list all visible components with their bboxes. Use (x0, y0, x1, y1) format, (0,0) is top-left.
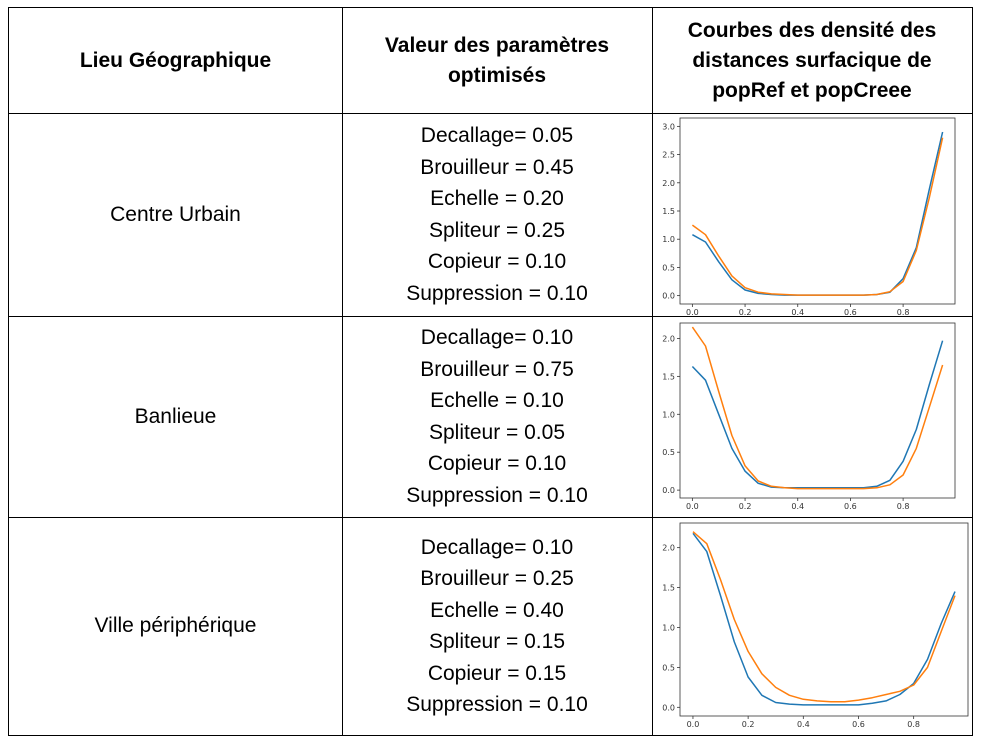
header-curves-line1: Courbes des densité des (687, 18, 937, 42)
row-divider (9, 113, 972, 114)
x-tick-label: 0.6 (844, 308, 857, 317)
param-copieur: Copieur = 0.15 (427, 661, 567, 685)
y-tick-label: 0.5 (662, 663, 675, 672)
y-tick-label: 0.0 (662, 703, 675, 712)
param-suppression: Suppression = 0.10 (406, 483, 588, 507)
y-tick-label: 1.5 (662, 584, 675, 593)
x-tick-label: 0.2 (739, 502, 752, 511)
y-tick-label: 0.0 (662, 292, 675, 301)
row-params: Decallage= 0.05 Brouilleur = 0.45 Echell… (342, 113, 652, 316)
y-tick-label: 1.5 (662, 207, 675, 216)
location-label: Ville périphérique (94, 614, 257, 637)
param-brouilleur: Brouilleur = 0.45 (420, 155, 574, 179)
header-params-line2: optimisés (447, 63, 546, 87)
y-tick-label: 1.0 (662, 410, 675, 419)
plot-frame (679, 117, 956, 305)
x-tick-label: 0.8 (897, 502, 910, 511)
y-tick-label: 3.0 (662, 122, 675, 131)
header-params-line1: Valeur des paramètres (384, 33, 610, 57)
y-tick-label: 1.0 (662, 623, 675, 632)
x-tick-label: 0.2 (739, 308, 752, 317)
series-line-2 (691, 137, 944, 296)
param-copieur: Copieur = 0.10 (427, 250, 567, 273)
x-tick-label: 0.0 (686, 502, 699, 511)
x-tick-label: 0.4 (797, 720, 810, 729)
param-decallage: Decallage= 0.10 (420, 535, 574, 559)
y-tick-label: 0.5 (662, 263, 675, 272)
x-tick-label: 0.8 (897, 308, 910, 317)
param-echelle: Echelle = 0.40 (430, 598, 564, 622)
column-divider (342, 8, 343, 735)
param-echelle: Echelle = 0.10 (430, 389, 564, 412)
x-tick-label: 0.8 (907, 720, 920, 729)
y-tick-label: 1.5 (662, 372, 675, 381)
header-params: Valeur des paramètres optimisés (342, 8, 652, 113)
x-tick-label: 0.0 (686, 308, 699, 317)
param-spliteur: Spliteur = 0.05 (428, 420, 565, 444)
param-decallage: Decallage= 0.05 (420, 124, 574, 147)
location-label: Centre Urbain (110, 202, 241, 226)
density-curves-chart-centre-urbain: 0.0 0.2 0.4 0.6 0.8 0.0 0.5 1.0 1.5 2.0 2.5 3.0 (662, 117, 956, 317)
x-tick-label: 0.4 (791, 502, 804, 511)
param-brouilleur: Brouilleur = 0.75 (420, 357, 574, 381)
series-line-2 (692, 531, 956, 703)
row-location: Centre Urbain (9, 113, 342, 316)
param-echelle: Echelle = 0.20 (430, 187, 564, 210)
row-divider (9, 517, 972, 518)
plot-frame (679, 522, 969, 717)
row-location: Ville périphérique (9, 517, 342, 735)
header-curves-line3: popRef et popCreee (712, 78, 912, 102)
header-location: Lieu Géographique (9, 8, 342, 113)
y-tick-label: 0.5 (662, 448, 675, 457)
series-line-1 (691, 340, 944, 489)
header-curves-line2: distances surfacique de (692, 48, 932, 72)
y-tick-label: 2.0 (662, 334, 675, 343)
x-tick-label: 0.6 (852, 720, 865, 729)
column-divider (652, 8, 653, 735)
results-table: Lieu Géographique Valeur des paramètres … (8, 7, 973, 736)
y-tick-label: 0.0 (662, 486, 675, 495)
param-decallage: Decallage= 0.10 (420, 326, 574, 349)
param-suppression: Suppression = 0.10 (406, 281, 588, 305)
y-tick-label: 2.5 (662, 151, 675, 160)
x-tick-label: 0.0 (687, 720, 700, 729)
param-copieur: Copieur = 0.10 (427, 452, 567, 475)
x-tick-label: 0.6 (844, 502, 857, 511)
plot-frame (679, 322, 956, 499)
param-suppression: Suppression = 0.10 (406, 693, 588, 716)
y-tick-label: 1.0 (662, 235, 675, 244)
header-location-label: Lieu Géographique (79, 48, 272, 72)
row-location: Banlieue (9, 316, 342, 517)
location-label: Banlieue (134, 404, 217, 428)
param-spliteur: Spliteur = 0.25 (428, 218, 565, 242)
row-params: Decallage= 0.10 Brouilleur = 0.75 Echell… (342, 316, 652, 517)
y-tick-label: 2.0 (662, 179, 675, 188)
row-divider (9, 316, 972, 317)
row-params: Decallage= 0.10 Brouilleur = 0.25 Echell… (342, 517, 652, 735)
x-tick-label: 0.4 (791, 308, 804, 317)
y-tick-label: 2.0 (662, 544, 675, 553)
density-curves-chart-ville-peripherique: 0.0 0.2 0.4 0.6 0.8 0.0 0.5 1.0 1.5 2.0 (662, 522, 969, 729)
param-brouilleur: Brouilleur = 0.25 (420, 567, 574, 590)
density-curves-chart-banlieue: 0.0 0.2 0.4 0.6 0.8 0.0 0.5 1.0 1.5 2.0 (662, 322, 956, 511)
x-tick-label: 0.2 (742, 720, 755, 729)
header-curves: Courbes des densité des distances surfac… (652, 8, 972, 113)
param-spliteur: Spliteur = 0.15 (428, 630, 565, 653)
series-line-2 (691, 326, 944, 490)
